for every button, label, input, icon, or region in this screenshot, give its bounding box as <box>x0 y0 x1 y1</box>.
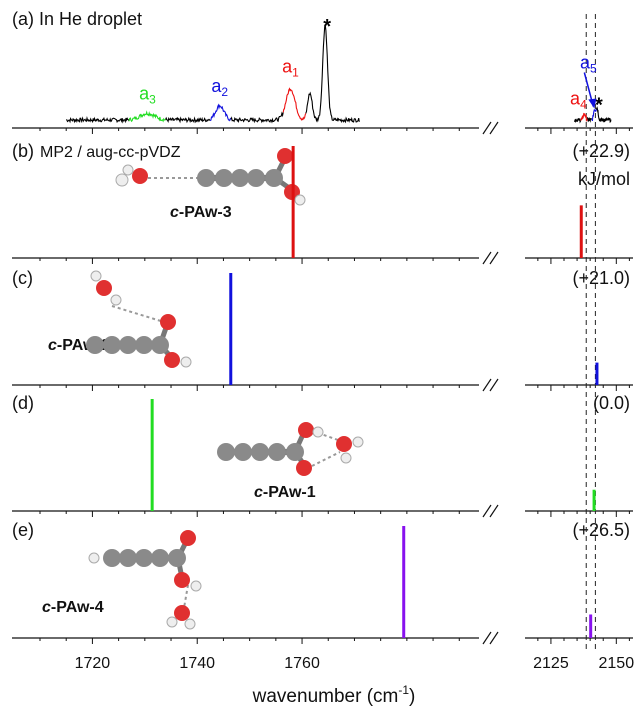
peak-label-a4: a4 <box>570 88 587 111</box>
panel-b-label: (b) <box>12 141 34 161</box>
spectrum-trace <box>165 116 211 124</box>
plot-area: * * a1 a2 a3 a4 a5 <box>12 14 633 652</box>
molecule-label-paw1: c-PAw-1 <box>254 484 316 501</box>
spectrum-trace <box>591 108 597 122</box>
panel-e-energy: (+26.5) <box>572 520 630 540</box>
spectrum-trace <box>573 118 582 124</box>
spectrum-trace <box>282 87 307 121</box>
spectrum-trace <box>230 111 284 124</box>
spectrum-trace <box>586 116 593 123</box>
peak-label-a1: a1 <box>282 57 299 80</box>
peak-label-a2: a2 <box>211 76 228 99</box>
panel-c-energy: (+21.0) <box>572 268 630 288</box>
axis-break-mark <box>489 631 499 645</box>
axis-break-gap <box>479 505 525 517</box>
axis-break-gap <box>479 379 525 391</box>
peak-star-marker: * <box>595 95 603 117</box>
molecule-label-paw3: c-PAw-3 <box>170 204 232 221</box>
x-axis-title: wavenumber (cm-1) <box>252 683 416 707</box>
x-tick-2150: 2150 <box>599 655 635 672</box>
panel-b-method: MP2 / aug-cc-pVDZ <box>40 144 181 161</box>
panel-b-energy: (+22.9) <box>572 141 630 161</box>
axis-break-gap <box>479 632 525 644</box>
panel-d-energy: (0.0) <box>593 393 630 413</box>
axis-break-gap <box>479 252 525 264</box>
panel-b-energy-unit: kJ/mol <box>578 169 630 189</box>
axis-break-mark <box>489 378 499 392</box>
panel-e-label: (e) <box>12 520 34 540</box>
axis-break-mark <box>482 504 492 518</box>
a5-arrow-head <box>588 98 597 109</box>
axis-break-mark <box>489 504 499 518</box>
peak-label-a5: a5 <box>580 53 597 76</box>
molecule-image-paw2 <box>86 270 192 368</box>
axis-break-mark <box>482 121 492 135</box>
molecule-image-paw4 <box>88 530 202 630</box>
spectrum-trace <box>66 116 130 124</box>
panel-d-label: (d) <box>12 393 34 413</box>
axis-break-mark <box>489 251 499 265</box>
spectrum-trace <box>595 106 612 124</box>
x-tick-1720: 1720 <box>75 655 111 672</box>
peak-label-a3: a3 <box>139 83 156 106</box>
panel-c-label: (c) <box>12 268 33 288</box>
spectrum-trace <box>580 112 588 123</box>
spectrum-trace <box>209 103 232 122</box>
molecule-image-paw1 <box>217 422 364 476</box>
molecule-label-paw4: c-PAw-4 <box>42 599 104 616</box>
x-tick-1760: 1760 <box>284 655 320 672</box>
axis-break-mark <box>482 251 492 265</box>
spectrum-trace <box>128 110 166 123</box>
axis-break-mark <box>489 121 499 135</box>
peak-star-marker: * <box>323 16 331 38</box>
x-tick-2125: 2125 <box>533 655 569 672</box>
panel-a-label: (a) In He droplet <box>12 9 142 29</box>
x-tick-1740: 1740 <box>179 655 215 672</box>
axis-break-gap <box>479 122 525 134</box>
spectrum-trace <box>305 24 360 124</box>
axis-break-mark <box>482 378 492 392</box>
axis-break-mark <box>482 631 492 645</box>
